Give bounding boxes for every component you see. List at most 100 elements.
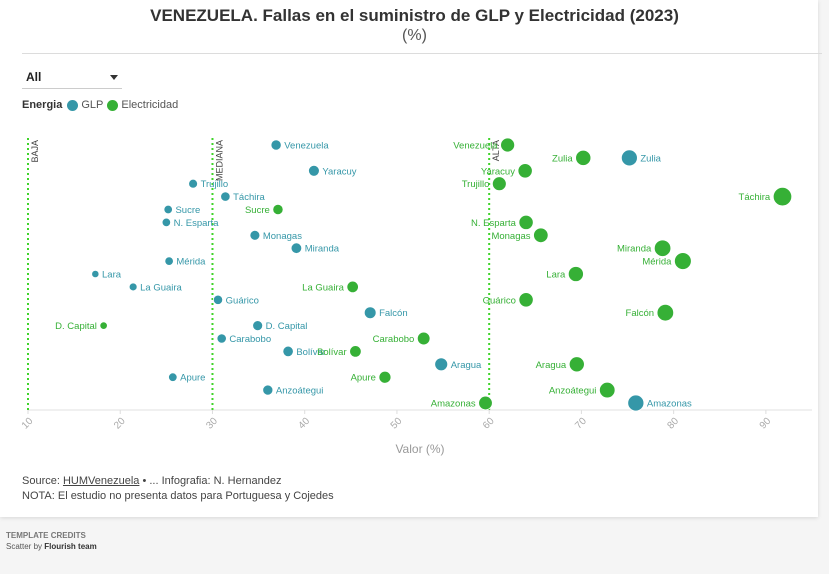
point-glp-8	[290, 242, 303, 254]
source-suffix: • ... Infografia: N. Hernandez	[139, 475, 282, 487]
footer: Source: HUMVenezuela • ... Infografia: N…	[22, 474, 334, 504]
point-label: La Guaira	[140, 282, 182, 293]
x-tick-label: 20	[112, 416, 128, 432]
point-glp-20	[627, 394, 645, 412]
point-electricidad-16	[349, 345, 362, 358]
point-glp-11	[128, 282, 138, 292]
x-tick-label: 60	[481, 416, 497, 432]
point-label: Guárico	[226, 295, 259, 306]
point-glp-13	[363, 306, 377, 320]
note-line: NOTA: El estudio no presenta datos para …	[22, 490, 334, 502]
legend-swatch-electricidad-icon	[107, 99, 119, 111]
point-electricidad-8	[653, 239, 672, 257]
point-electricidad-19	[599, 381, 616, 399]
point-electricidad-6	[518, 214, 534, 230]
legend: Energia GLP Electricidad	[22, 99, 182, 111]
point-glp-10	[91, 269, 100, 279]
point-glp-14	[252, 320, 264, 331]
x-tick-label: 80	[665, 416, 681, 432]
point-label: Anzoátegui	[276, 386, 324, 397]
point-label: Carabobo	[373, 334, 415, 345]
point-label: Zulia	[640, 153, 661, 164]
point-glp-18	[168, 372, 178, 382]
point-glp-12	[212, 294, 224, 305]
point-label: Anzoátegui	[549, 386, 597, 397]
point-label: La Guaira	[302, 282, 344, 293]
point-label: Falcón	[379, 308, 408, 319]
point-electricidad-2	[517, 163, 533, 179]
x-axis-title: Valor (%)	[395, 442, 444, 456]
point-label: D. Capital	[266, 321, 308, 332]
point-label: Táchira	[233, 192, 265, 203]
point-electricidad-20	[478, 395, 493, 411]
point-glp-17	[434, 357, 449, 372]
point-label: Guárico	[483, 295, 516, 306]
source-link[interactable]: HUMVenezuela	[62, 475, 140, 487]
legend-label-glp: GLP	[81, 99, 104, 111]
point-label: Sucre	[175, 205, 200, 216]
legend-label-electricidad: Electricidad	[121, 99, 179, 111]
point-label: Apure	[180, 373, 205, 384]
point-electricidad-14	[99, 321, 108, 330]
legend-item-glp[interactable]: GLP	[67, 99, 103, 111]
point-label: Sucre	[245, 205, 270, 216]
point-label: D. Capital	[55, 321, 97, 332]
x-tick-label: 30	[204, 416, 220, 432]
point-label: Zulia	[552, 153, 573, 164]
point-glp-1	[620, 149, 638, 167]
credits-by-name[interactable]: Flourish team	[44, 542, 97, 551]
point-label: Trujillo	[201, 179, 229, 190]
point-label: Táchira	[739, 192, 771, 203]
point-label: Mérida	[176, 257, 206, 268]
point-electricidad-10	[567, 266, 584, 282]
point-label: Yaracuy	[481, 166, 515, 177]
point-electricidad-3	[491, 176, 507, 192]
point-label: Venezuela	[453, 141, 498, 152]
point-electricidad-5	[272, 203, 284, 216]
point-label: Trujillo	[462, 179, 490, 190]
chart-title: VENEZUELA. Fallas en el suministro de GL…	[150, 6, 679, 25]
point-label: Miranda	[305, 244, 340, 255]
legend-swatch-glp-icon	[67, 99, 79, 111]
point-glp-4	[220, 191, 231, 202]
point-electricidad-4	[772, 186, 793, 207]
filter-selected-value: All	[26, 70, 42, 84]
point-label: Amazonas	[647, 399, 692, 410]
source-prefix: Source:	[22, 475, 63, 487]
reference-label-baja: BAJA	[30, 140, 40, 163]
point-glp-6	[161, 217, 172, 228]
point-electricidad-12	[518, 292, 534, 308]
x-tick-label: 90	[758, 416, 774, 432]
reference-label-mediana: MEDIANA	[214, 140, 224, 181]
chevron-down-icon	[110, 75, 118, 80]
point-label: Lara	[546, 270, 566, 281]
point-glp-0	[270, 139, 282, 151]
template-credits: TEMPLATE CREDITS Scatter by Flourish tea…	[6, 530, 97, 552]
point-glp-16	[282, 345, 294, 358]
point-label: Venezuela	[284, 141, 329, 152]
point-glp-19	[262, 384, 274, 396]
point-label: Bolívar	[317, 347, 347, 358]
x-tick-label: 40	[297, 416, 313, 432]
filter-dropdown[interactable]: All	[22, 68, 122, 89]
point-label: Miranda	[617, 244, 652, 255]
point-electricidad-11	[346, 280, 359, 294]
point-glp-5	[163, 204, 173, 215]
point-label: Lara	[102, 270, 122, 281]
credits-title: TEMPLATE CREDITS	[6, 531, 86, 540]
point-glp-9	[164, 256, 174, 266]
x-tick-label: 70	[573, 416, 589, 432]
reference-label-alta: ALTA	[491, 140, 501, 161]
legend-item-electricidad[interactable]: Electricidad	[107, 99, 178, 111]
chart-subtitle: (%)	[402, 27, 427, 44]
point-label: Amazonas	[431, 399, 476, 410]
credits-by: Scatter by Flourish team	[6, 541, 97, 552]
point-label: Mérida	[642, 257, 672, 268]
source-line: Source: HUMVenezuela • ... Infografia: N…	[22, 474, 334, 489]
point-label: Carabobo	[229, 334, 271, 345]
x-tick-label: 50	[389, 416, 405, 432]
point-electricidad-9	[674, 252, 692, 270]
point-label: Monagas	[491, 231, 530, 242]
point-glp-7	[249, 229, 261, 241]
